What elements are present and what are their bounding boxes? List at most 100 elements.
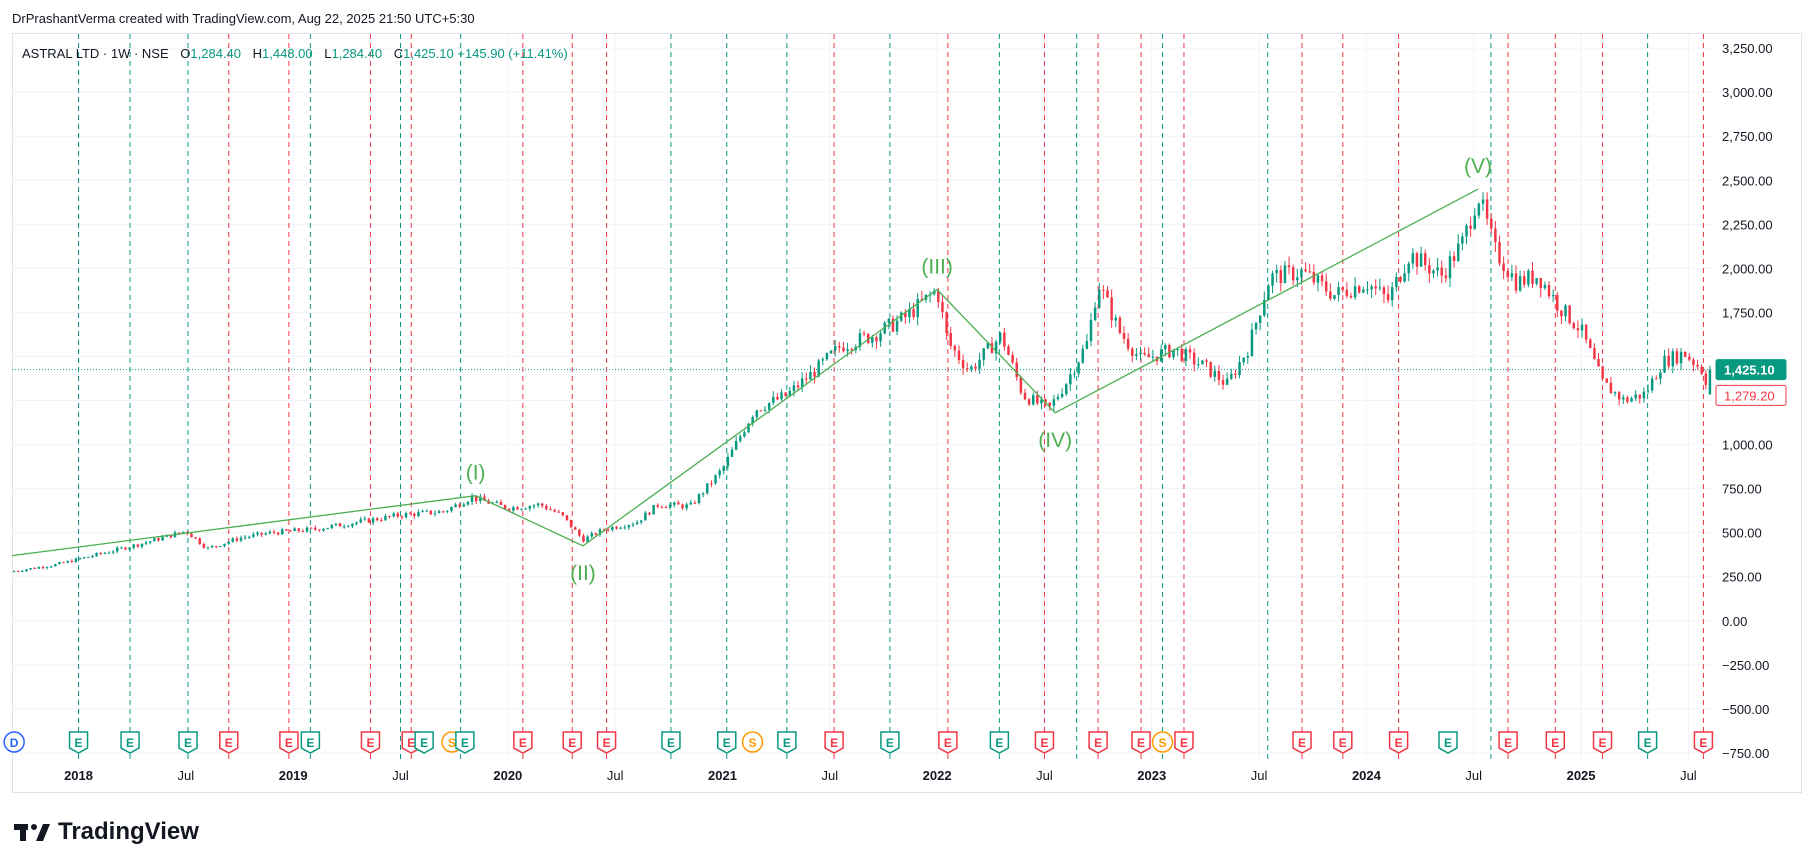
earnings-badge[interactable]: E xyxy=(1174,731,1194,754)
candle-body xyxy=(751,416,754,424)
candle-body xyxy=(1457,243,1460,261)
earnings-badge[interactable]: E xyxy=(880,731,900,754)
candle-body xyxy=(441,511,445,513)
earnings-badge[interactable]: E xyxy=(824,731,844,754)
candle-body xyxy=(322,529,325,531)
candle-body xyxy=(875,337,878,342)
candle-body xyxy=(677,502,680,505)
price-label-text: 1,279.20 xyxy=(1724,388,1775,403)
candle-body xyxy=(1692,359,1695,365)
event-badge-shape xyxy=(3,731,25,753)
earnings-badge[interactable]: E xyxy=(1592,731,1613,754)
event-badge-letter: E xyxy=(225,736,233,750)
candle-body xyxy=(1506,270,1509,277)
candle-body xyxy=(1131,348,1134,356)
candle-body xyxy=(70,560,74,563)
candle-body xyxy=(578,529,581,536)
earnings-badge[interactable]: E xyxy=(178,731,198,754)
candle-body xyxy=(1003,332,1006,347)
candle-body xyxy=(846,349,849,352)
event-badge-letter: E xyxy=(568,736,576,750)
candle-body xyxy=(1568,305,1571,324)
earnings-badge[interactable]: E xyxy=(1693,731,1714,754)
candle-body xyxy=(1093,307,1097,320)
candle-body xyxy=(219,546,222,548)
candle-body xyxy=(301,531,305,533)
candle-body xyxy=(1287,265,1291,268)
earnings-badge[interactable]: E xyxy=(513,731,533,754)
earnings-badge[interactable]: E xyxy=(219,731,239,754)
earnings-badge[interactable]: E xyxy=(1034,731,1055,754)
candle-body xyxy=(433,513,437,515)
earnings-badge[interactable]: E xyxy=(1498,731,1518,754)
candle-body xyxy=(652,505,655,515)
candle-body xyxy=(1316,275,1320,283)
earnings-badge[interactable]: E xyxy=(120,731,140,754)
candle-body xyxy=(1027,399,1031,405)
earnings-badge[interactable]: E xyxy=(1333,731,1353,754)
earnings-badge[interactable]: E xyxy=(1438,731,1458,754)
candle-body xyxy=(1403,273,1406,282)
earnings-badge[interactable]: E xyxy=(279,731,299,754)
earnings-badge[interactable]: E xyxy=(68,731,89,754)
candle-body xyxy=(1428,265,1431,274)
symbol-title[interactable]: ASTRAL LTD · 1W · NSE xyxy=(22,46,169,61)
event-badge-letter: S xyxy=(448,736,456,750)
earnings-badge-shape xyxy=(1388,731,1409,754)
candle-body xyxy=(1147,354,1151,358)
split-badge[interactable]: S xyxy=(741,731,764,753)
earnings-badge-shape xyxy=(1333,731,1353,754)
tradingview-logo[interactable]: TradingView xyxy=(14,818,199,846)
earnings-badge[interactable]: E xyxy=(1388,731,1409,754)
earnings-badge[interactable]: E xyxy=(360,731,381,754)
x-tick-label: 2019 xyxy=(279,768,308,783)
candle-body xyxy=(842,347,845,352)
earnings-badge[interactable]: E xyxy=(1637,731,1658,754)
earnings-badge[interactable]: E xyxy=(1292,731,1312,754)
candle-body xyxy=(87,556,90,558)
earnings-badge[interactable]: E xyxy=(938,731,958,754)
x-tick-label: Jul xyxy=(607,768,624,783)
earnings-badge-shape xyxy=(455,731,475,754)
candle-body xyxy=(252,534,255,537)
candle-body xyxy=(1345,289,1349,296)
candle-body xyxy=(899,312,903,321)
earnings-badge[interactable]: E xyxy=(596,731,617,754)
candle-body xyxy=(792,385,796,391)
candle-body xyxy=(1399,276,1402,282)
candle-body xyxy=(1102,289,1105,291)
earnings-badge[interactable]: E xyxy=(717,731,737,754)
earnings-badge[interactable]: E xyxy=(414,731,434,754)
candle-body xyxy=(1531,270,1534,284)
earnings-badge[interactable]: E xyxy=(1545,731,1566,754)
earnings-badge[interactable]: E xyxy=(455,731,475,754)
candle-body xyxy=(62,562,65,564)
candle-body xyxy=(829,350,833,354)
x-tick-label: 2018 xyxy=(64,768,93,783)
earnings-badge[interactable]: E xyxy=(562,731,582,754)
earnings-badge[interactable]: E xyxy=(300,731,321,754)
split-badge[interactable]: S xyxy=(1151,731,1174,753)
event-badge-letter: E xyxy=(1644,736,1652,750)
earnings-badge[interactable]: E xyxy=(1088,731,1108,754)
earnings-badge[interactable]: E xyxy=(777,731,797,754)
dividend-badge[interactable]: D xyxy=(3,731,25,753)
candle-body xyxy=(1448,256,1452,279)
earnings-badge[interactable]: E xyxy=(989,731,1010,754)
candle-body xyxy=(1197,364,1200,366)
candle-body xyxy=(1234,373,1237,375)
candle-body xyxy=(1411,253,1415,264)
candle-body xyxy=(239,537,243,541)
earnings-badge[interactable]: E xyxy=(1131,731,1151,754)
earnings-badge[interactable]: E xyxy=(661,731,681,754)
candle-body xyxy=(611,526,614,531)
candle-body xyxy=(144,542,148,544)
candle-body xyxy=(1324,281,1328,292)
event-badge-letter: E xyxy=(1699,736,1707,750)
candle-body xyxy=(1601,366,1604,379)
candle-body xyxy=(1263,299,1266,316)
candle-body xyxy=(1510,273,1514,277)
candle-body xyxy=(586,536,589,542)
candle-body xyxy=(937,290,940,303)
